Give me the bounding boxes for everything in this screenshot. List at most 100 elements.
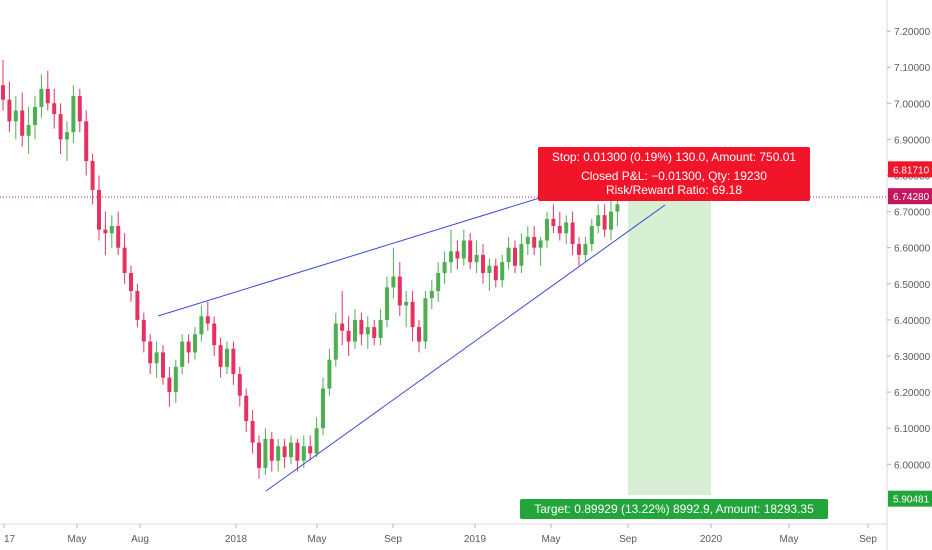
candle-body <box>314 428 319 454</box>
candle-body <box>538 240 543 248</box>
price-tags: 6.81710 6.74280 5.90481 <box>888 161 932 507</box>
candle <box>193 327 197 360</box>
candle-body <box>7 99 12 122</box>
price-tick-label: 6.60000 <box>894 244 931 255</box>
candle <box>474 240 479 273</box>
candle-body <box>519 244 524 266</box>
time-tick-label: 2020 <box>700 534 723 545</box>
candle <box>122 233 127 284</box>
price-axis[interactable]: 7.200007.100007.000006.900006.800006.700… <box>887 27 931 471</box>
candle-body <box>577 244 581 255</box>
candle-body <box>295 442 300 461</box>
stop-box[interactable]: Stop: 0.01300 (0.19%) 130.0, Amount: 750… <box>538 147 810 201</box>
candle <box>20 92 25 147</box>
candle <box>519 233 524 273</box>
time-axis[interactable]: 17 May Aug 2018 May Sep 2019 May Sep 2020 May Sep <box>3 524 877 545</box>
candle-body <box>116 226 121 248</box>
candle <box>231 341 236 385</box>
candle-body <box>506 247 511 263</box>
candle-body <box>397 276 402 306</box>
candle-body <box>372 327 377 338</box>
candle <box>58 103 63 154</box>
candle <box>301 435 306 468</box>
candle <box>340 291 345 346</box>
candle <box>365 316 370 349</box>
candle-body <box>71 96 76 133</box>
target-box[interactable]: Target: 0.89929 (13.22%) 8992.9, Amount:… <box>520 499 828 519</box>
target-label: Target: 0.89929 (13.22%) 8992.9, Amount:… <box>534 502 814 516</box>
price-tag-background <box>888 490 932 507</box>
candle <box>449 229 453 273</box>
candle <box>263 428 268 476</box>
candle-body <box>218 345 223 367</box>
candle <box>186 334 191 364</box>
price-tick-label: 6.10000 <box>894 424 931 435</box>
price-tick-label: 6.50000 <box>894 280 931 291</box>
candle-body <box>391 276 396 288</box>
candle-body <box>609 211 613 230</box>
candle <box>404 291 409 328</box>
candle-body <box>212 323 217 346</box>
lower-trendline[interactable] <box>265 204 666 492</box>
time-tick-label: Sep <box>619 534 637 545</box>
candle-body <box>122 247 127 273</box>
candle-body <box>77 96 82 122</box>
candle-body <box>602 215 607 230</box>
candle <box>180 334 185 375</box>
candle-body <box>103 229 108 234</box>
target-zone <box>628 201 711 495</box>
time-tick-label: May <box>542 534 561 545</box>
candle <box>39 74 44 118</box>
candle-body <box>327 359 332 389</box>
price-tick-label: 7.00000 <box>894 99 931 110</box>
price-tick-label: 6.40000 <box>894 316 931 327</box>
candle <box>410 291 415 342</box>
time-tick-label: Sep <box>859 534 877 545</box>
candle <box>13 96 18 140</box>
candle <box>532 226 537 255</box>
price-tick-label: 6.90000 <box>894 135 931 146</box>
candle <box>1 59 5 111</box>
candle <box>269 431 274 472</box>
candle <box>148 334 153 375</box>
candle-body <box>1 85 5 100</box>
candle <box>557 211 562 241</box>
candle <box>173 359 178 403</box>
candle-body <box>282 446 287 458</box>
candle-body <box>301 446 306 461</box>
candle <box>327 348 332 396</box>
candle-body <box>33 106 37 125</box>
time-tick-label: 17 <box>4 534 16 545</box>
candle <box>135 283 140 328</box>
candle-body <box>423 298 428 342</box>
candle <box>353 309 357 349</box>
candle-body <box>346 330 351 342</box>
candle-body <box>13 110 18 122</box>
candle <box>468 233 473 270</box>
candle <box>45 70 50 111</box>
upper-trendline[interactable] <box>157 186 576 317</box>
candle-body <box>237 374 242 396</box>
candle-body <box>84 121 89 162</box>
candle-body <box>455 251 460 259</box>
candle <box>545 211 549 248</box>
candle <box>295 439 300 472</box>
candle-body <box>404 301 409 306</box>
candle-body <box>90 161 95 190</box>
candle <box>538 236 543 266</box>
time-tick-label: May <box>308 534 327 545</box>
candle <box>116 211 121 255</box>
candle <box>436 262 441 302</box>
candle-body <box>173 366 178 393</box>
candle <box>141 312 146 353</box>
candle <box>429 280 434 310</box>
candle <box>423 291 428 349</box>
candle <box>308 435 313 461</box>
candle-body <box>564 222 569 234</box>
candle <box>161 345 165 385</box>
price-tag-label: 5.90481 <box>893 495 930 506</box>
candle <box>609 200 613 241</box>
candle-body <box>481 254 485 273</box>
